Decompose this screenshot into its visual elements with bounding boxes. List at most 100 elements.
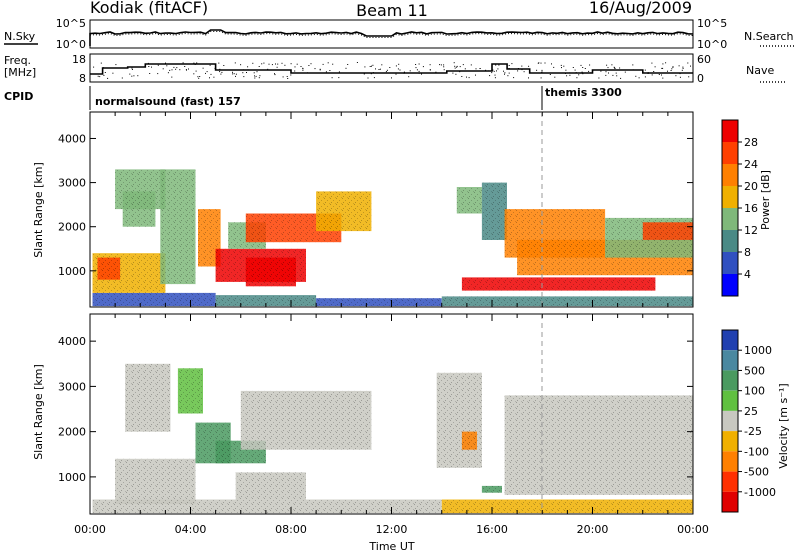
heatmap-region-texture	[481, 182, 507, 240]
nave-dot	[232, 73, 234, 75]
nave-dot	[418, 72, 420, 74]
heatmap-region-texture	[642, 222, 694, 240]
nave-dot	[494, 77, 496, 79]
nave-dot	[395, 73, 397, 75]
nave-dot	[521, 69, 523, 71]
heatmap-region-texture	[160, 169, 196, 285]
nave-dot	[418, 63, 420, 65]
nave-dot	[234, 62, 236, 64]
nave-dot	[331, 77, 333, 79]
heatmap-region-texture	[97, 257, 121, 280]
colorbar-segment	[722, 186, 738, 208]
nave-dot	[300, 66, 302, 67]
nave-dot	[504, 73, 505, 75]
y-tick-label: 3000	[58, 177, 86, 190]
nave-dot	[173, 66, 175, 68]
nave-dot	[429, 69, 431, 71]
nave-dot	[378, 69, 380, 70]
nave-dot	[182, 62, 184, 64]
nave-dot	[528, 77, 529, 79]
nave-dot	[588, 70, 590, 72]
colorbar-label: 24	[744, 158, 758, 171]
nave-dot	[332, 63, 334, 65]
nave-dot	[329, 70, 331, 71]
heatmap-region-texture	[441, 499, 694, 514]
nave-dot	[511, 63, 513, 65]
nave-dot	[267, 68, 269, 70]
cpid-program-1: normalsound (fast) 157	[95, 95, 241, 108]
nave-dot	[223, 65, 225, 66]
nave-dot	[240, 64, 242, 66]
x-tick-labels: 00:00 04:00 08:00 12:00 16:00 20:00 00:00	[74, 523, 709, 536]
nave-dot	[184, 66, 186, 67]
nave-dot	[672, 66, 674, 68]
colorbar-segment	[722, 120, 738, 142]
nave-dot	[456, 65, 458, 67]
nave-dot	[582, 73, 584, 75]
nave-dot	[371, 65, 372, 67]
velocity-xticks	[89, 314, 694, 514]
nave-dot	[565, 73, 566, 74]
nave-dot	[544, 62, 546, 64]
heatmap-region-texture	[125, 363, 171, 432]
nave-dot	[687, 62, 689, 64]
nave-dot	[379, 68, 381, 70]
nave-dot	[521, 65, 523, 67]
nave-dot	[282, 76, 284, 78]
nave-dot	[508, 68, 510, 69]
nave-dot	[415, 67, 417, 69]
heatmap-region-texture	[240, 390, 372, 450]
colorbar-segment	[722, 451, 738, 472]
nave-dot	[235, 75, 236, 77]
nave-dot	[443, 64, 445, 66]
nave-dot	[651, 62, 653, 64]
nave-dot	[100, 62, 102, 64]
heatmap-region-texture	[461, 277, 656, 291]
nave-dot	[137, 75, 139, 77]
nave-dot	[619, 67, 621, 69]
nave-dot	[491, 72, 493, 74]
nave-dot	[672, 66, 674, 68]
nave-dot	[614, 68, 616, 69]
nave-dot	[620, 77, 622, 79]
nave-dot	[287, 78, 289, 79]
nave-dot	[528, 65, 530, 67]
nave-dot	[551, 63, 552, 65]
nave-dot	[319, 68, 321, 70]
heatmap-region-texture	[198, 209, 221, 267]
nave-dot	[274, 73, 275, 75]
nave-dot	[179, 69, 181, 71]
nave-dot	[131, 75, 133, 77]
nave-dot	[165, 62, 166, 64]
nave-dot	[435, 71, 437, 73]
nave-dot	[415, 64, 417, 65]
nave-dot	[256, 71, 258, 73]
nave-dot	[605, 74, 607, 76]
colorbar-segment	[722, 274, 738, 296]
nave-dot	[193, 62, 195, 64]
nave-dot	[169, 69, 171, 71]
colorbar-frame	[721, 329, 739, 513]
nave-dot	[690, 65, 691, 67]
nave-dot	[459, 71, 461, 73]
y-tick-label: 2000	[58, 221, 86, 234]
y-tick-label: 1000	[58, 471, 86, 484]
noise-sky-trace	[89, 29, 694, 46]
nave-dot	[369, 66, 371, 67]
nave-dot	[247, 69, 249, 71]
nave-dot	[162, 68, 164, 70]
nave-dot	[373, 77, 375, 79]
colorbar-segment	[722, 471, 738, 492]
nave-dot	[198, 77, 200, 79]
nave-dot	[151, 66, 152, 68]
nave-dot	[233, 73, 235, 75]
nave-dot	[455, 73, 457, 75]
nave-dot	[213, 76, 215, 78]
nave-dot	[209, 64, 211, 66]
nave-dot	[439, 64, 441, 66]
noise-left-label: N.Sky	[4, 30, 36, 43]
colorbar-segment	[722, 491, 738, 512]
colorbar-label: 4	[744, 268, 751, 281]
nave-dot	[496, 70, 497, 72]
nave-dot	[235, 73, 237, 75]
